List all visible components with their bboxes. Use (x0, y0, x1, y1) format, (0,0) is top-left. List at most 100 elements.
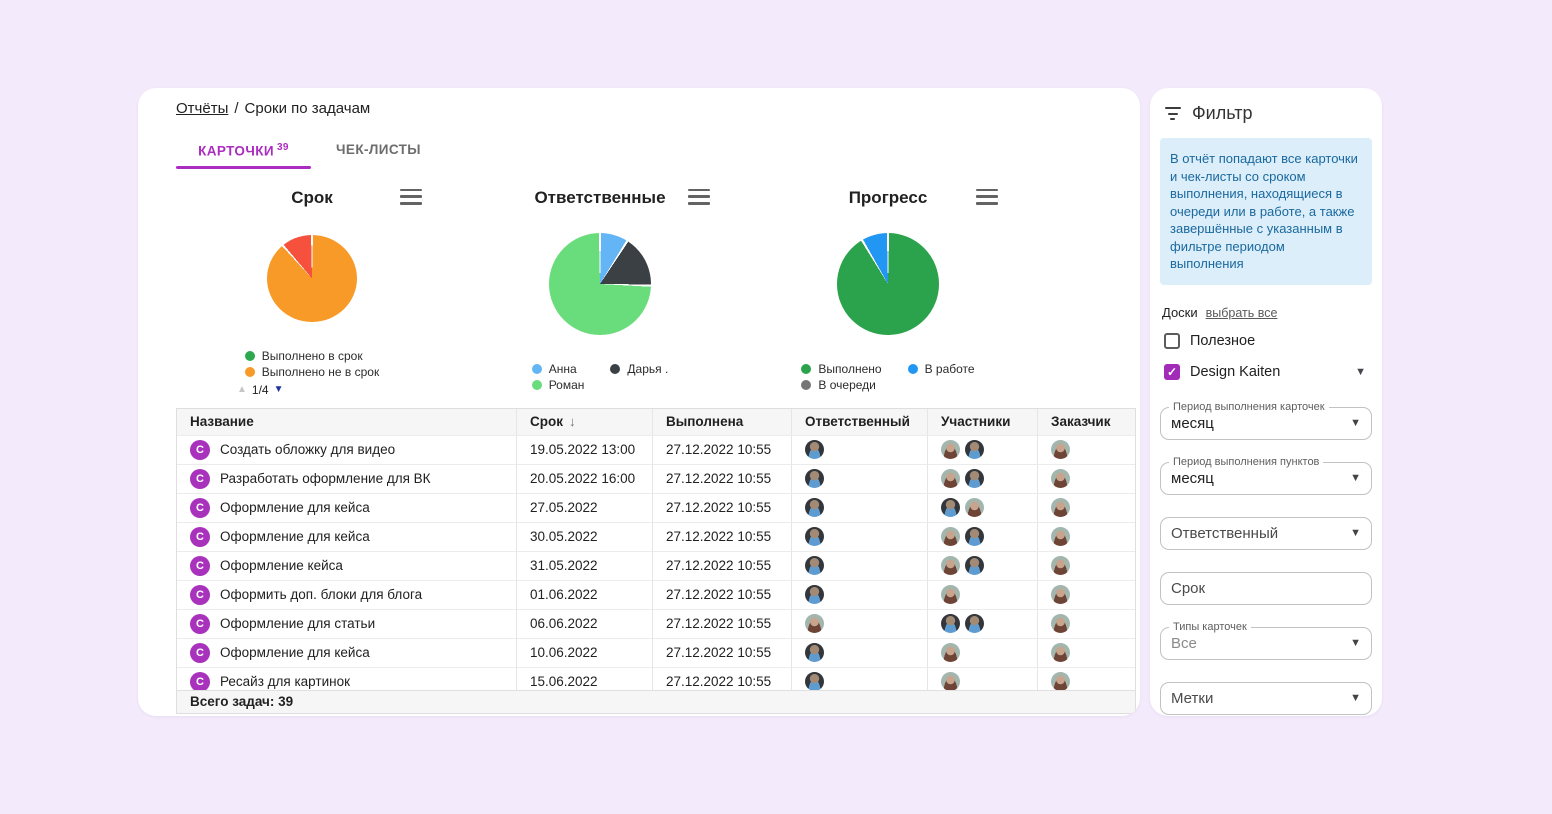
col-header-participants[interactable]: Участники (928, 408, 1038, 436)
tags-select[interactable]: Метки ▼ (1160, 681, 1372, 715)
man-avatar (941, 614, 960, 633)
field-label: Период выполнения карточек (1169, 400, 1329, 413)
card-types-select[interactable]: Типы карточек Все ▼ (1160, 620, 1372, 660)
legend-item[interactable]: Выполнено (801, 361, 882, 377)
man-avatar (965, 440, 984, 459)
tab-checklists[interactable]: ЧЕК-ЛИСТЫ (311, 133, 446, 169)
field-value: месяц (1171, 414, 1214, 432)
legend-item[interactable]: Дарья . (610, 361, 668, 377)
deadline-pie[interactable] (267, 234, 357, 322)
chart-menu-icon[interactable] (400, 188, 422, 205)
legend-item[interactable]: Роман (531, 377, 584, 393)
participants-cell (928, 464, 1038, 494)
col-header-name[interactable]: Название (177, 408, 517, 436)
man-avatar (805, 585, 824, 604)
breadcrumb: Отчёты / Сроки по задачам (176, 100, 1140, 117)
col-header-done[interactable]: Выполнена (653, 408, 792, 436)
cards-period-select[interactable]: Период выполнения карточек месяц ▼ (1160, 400, 1372, 440)
task-name[interactable]: Оформление для статьи (220, 616, 376, 631)
breadcrumb-reports-link[interactable]: Отчёты (176, 100, 229, 117)
responsible-cell (792, 638, 928, 668)
board-checkbox-design-kaiten[interactable]: ✓ Design Kaiten ▼ (1164, 362, 1372, 382)
legend-label: Выполнено в срок (261, 348, 363, 363)
man-avatar (805, 556, 824, 575)
done-date-cell: 27.12.2022 10:55 (653, 609, 792, 639)
card-type-badge: C (190, 468, 210, 489)
due-date-cell: 27.05.2022 (517, 493, 653, 523)
customer-cell (1038, 523, 1135, 552)
due-date-cell: 19.05.2022 13:00 (517, 435, 653, 465)
col-header-customer[interactable]: Заказчик (1038, 409, 1135, 436)
chevron-down-icon: ▼ (1350, 472, 1361, 484)
man-avatar (805, 469, 824, 488)
select-all-link[interactable]: выбрать все (1205, 305, 1278, 320)
participants-cell (928, 522, 1038, 552)
table-row[interactable]: C Оформление кейса 31.05.2022 27.12.2022 10… (177, 551, 1135, 581)
task-name[interactable]: Оформление кейса (220, 558, 343, 573)
table-row[interactable]: C Создать обложку для видео 19.05.2022 13:… (177, 435, 1135, 465)
chart-menu-icon[interactable] (688, 188, 710, 205)
table-row[interactable]: C Оформление для кейса 10.06.2022 27.12.202… (177, 638, 1135, 668)
responsible-cell (792, 493, 928, 523)
responsible-pie[interactable] (549, 232, 651, 335)
woman-avatar (941, 527, 960, 546)
task-name[interactable]: Оформление для кейса (220, 645, 370, 660)
due-date-cell: 20.05.2022 16:00 (517, 464, 653, 494)
participants-cell (928, 435, 1038, 465)
field-value: Срок (1171, 579, 1206, 597)
responsible-select[interactable]: Ответственный ▼ (1160, 516, 1372, 550)
col-header-responsible[interactable]: Ответственный (792, 408, 928, 436)
woman-avatar (1051, 643, 1070, 662)
customer-cell (1038, 610, 1135, 639)
board-checkbox-poleznoe[interactable]: Полезное (1164, 331, 1372, 351)
legend-page-up-icon[interactable]: ▲ (237, 384, 247, 395)
table-row[interactable]: C Разработать оформление для ВК 20.05.2022… (177, 464, 1135, 494)
task-name[interactable]: Ресайз для картинок (220, 674, 350, 689)
legend-page-down-icon[interactable]: ▼ (273, 384, 284, 395)
progress-pie[interactable] (837, 232, 939, 335)
table-row[interactable]: C Оформление для кейса 30.05.2022 27.12.202… (177, 522, 1135, 552)
responsible-cell (792, 464, 928, 494)
woman-avatar (965, 498, 984, 517)
legend-dot-icon (531, 363, 542, 374)
chart-menu-icon[interactable] (976, 188, 998, 205)
filter-title: Фильтр (1192, 103, 1253, 123)
table-row[interactable]: C Оформить доп. блоки для блога 01.06.2022… (177, 580, 1135, 610)
task-name[interactable]: Оформить доп. блоки для блога (220, 587, 423, 602)
task-name[interactable]: Оформление для кейса (220, 529, 370, 544)
legend-item[interactable]: Выполнено не в срок (244, 364, 379, 380)
chevron-down-icon[interactable]: ▼ (1355, 365, 1366, 378)
due-date-input[interactable]: Срок (1160, 571, 1372, 605)
responsible-legend: Анна Роман Дарья . (531, 361, 668, 393)
tab-checklists-label: ЧЕК-ЛИСТЫ (336, 142, 421, 157)
task-name[interactable]: Разработать оформление для ВК (220, 471, 431, 486)
field-value: Ответственный (1171, 524, 1279, 542)
chart-deadline-title: Срок (291, 187, 333, 207)
table-row[interactable]: C Оформление для статьи 06.06.2022 27.12.20… (177, 609, 1135, 639)
items-period-select[interactable]: Период выполнения пунктов месяц ▼ (1160, 455, 1372, 495)
responsible-cell (792, 551, 928, 581)
customer-cell (1038, 552, 1135, 581)
legend-item[interactable]: Выполнено в срок (244, 348, 379, 364)
progress-legend: Выполнено В очереди В работе (801, 361, 975, 393)
deadline-legend: Выполнено в срок Выполнено не в срок (244, 348, 379, 380)
legend-item[interactable]: В работе (907, 361, 975, 377)
table-body: C Создать обложку для видео 19.05.2022 13:… (177, 435, 1135, 697)
checkbox-unchecked-icon[interactable] (1164, 332, 1180, 349)
task-name[interactable]: Оформление для кейса (220, 500, 370, 515)
responsible-cell (792, 609, 928, 639)
table-row[interactable]: C Оформление для кейса 27.05.2022 27.12.202… (177, 493, 1135, 523)
woman-avatar (1051, 672, 1070, 691)
participants-cell (928, 638, 1038, 668)
sort-desc-icon[interactable]: ↓ (569, 414, 576, 429)
filter-header: Фильтр (1164, 103, 1372, 124)
legend-item[interactable]: Анна (531, 361, 585, 377)
task-name[interactable]: Создать обложку для видео (220, 442, 396, 457)
checkbox-checked-icon[interactable]: ✓ (1164, 363, 1180, 380)
legend-item[interactable]: В очереди (801, 377, 881, 393)
col-header-due[interactable]: Срок ↓ (517, 408, 653, 436)
tab-cards[interactable]: КАРТОЧКИ 39 (176, 133, 311, 169)
chart-responsible: Ответственные Анна Роман Дарья . (456, 185, 744, 397)
participants-cell (928, 580, 1038, 610)
woman-avatar (805, 614, 824, 633)
